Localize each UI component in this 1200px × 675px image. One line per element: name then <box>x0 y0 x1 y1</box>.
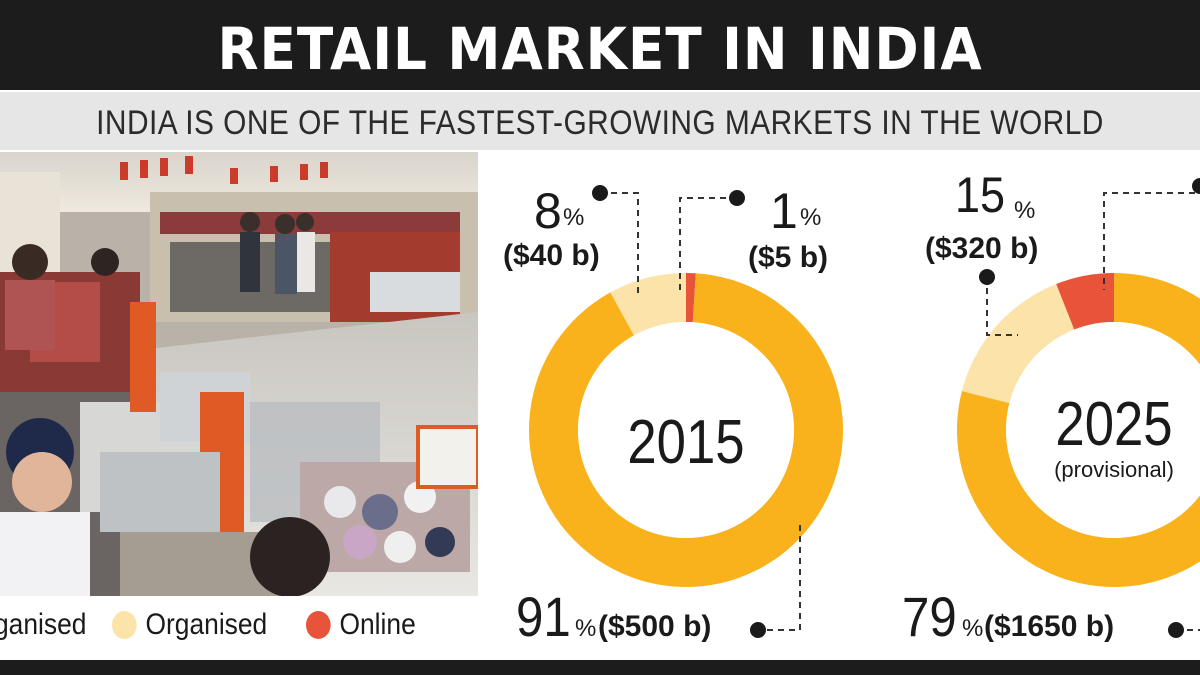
legend-organised: Organised <box>112 600 267 650</box>
donut-slice-unorganised <box>957 273 1200 587</box>
title-bar <box>0 0 1200 90</box>
donut-slice-organised <box>961 284 1075 404</box>
donut-2025-center-sublabel: (provisional) <box>1054 457 1174 482</box>
legend-label-organised: Organised <box>145 608 268 641</box>
legend-swatch-online <box>306 611 331 639</box>
label-2025-organised-percent: 15 <box>955 168 1005 224</box>
percent-sign: % <box>1014 197 1035 224</box>
page-subtitle: INDIA IS ONE OF THE FASTEST-GROWING MARK… <box>96 104 1104 142</box>
label-2025-organised-value: ($320 b) <box>925 232 1038 265</box>
label-2025-unorganised-percent: 79 <box>902 586 957 649</box>
label-2015-unorganised-value: ($500 b) <box>598 610 711 643</box>
label-2015-unorganised-percent: 91 <box>516 586 571 649</box>
percent-sign: % <box>800 204 821 231</box>
donut-2025-center-label: 2025 <box>1055 390 1172 459</box>
donut-2015-center-label: 2015 <box>627 408 744 477</box>
percent-sign: % <box>563 204 584 231</box>
percent-sign: % <box>575 615 596 642</box>
bottom-bar <box>0 660 1200 675</box>
donut-hole <box>1006 322 1200 538</box>
label-2015-organised-percent: 8 <box>534 183 562 239</box>
legend-label-unorganised: ganised <box>0 608 87 641</box>
donut-slice-online <box>1056 273 1114 330</box>
leader-dots-2015 <box>592 185 766 638</box>
label-2025-unorganised-value: ($1650 b) <box>984 610 1114 643</box>
legend-unorganised: ganised <box>0 600 86 650</box>
donut-hole <box>578 322 794 538</box>
page-title: RETAIL MARKET IN INDIA <box>217 15 983 83</box>
legend-swatch-organised <box>112 611 137 639</box>
donut-2015 <box>529 273 843 588</box>
donut-slice-unorganised <box>529 273 843 588</box>
leader-lines-2015 <box>600 192 801 631</box>
donut-slice-organised <box>610 273 686 336</box>
donut-2025 <box>957 273 1200 587</box>
supermarket-photo <box>0 152 478 596</box>
label-2015-organised-value: ($40 b) <box>503 239 600 272</box>
legend-online: Online <box>306 600 416 650</box>
label-2015-online-value: ($5 b) <box>748 241 828 274</box>
leader-dots-2025 <box>979 178 1200 638</box>
legend-label-online: Online <box>339 608 416 641</box>
percent-sign: % <box>962 615 983 642</box>
donut-slice-online <box>686 273 696 323</box>
label-2015-online-percent: 1 <box>770 183 798 239</box>
subtitle-bar <box>0 92 1200 150</box>
